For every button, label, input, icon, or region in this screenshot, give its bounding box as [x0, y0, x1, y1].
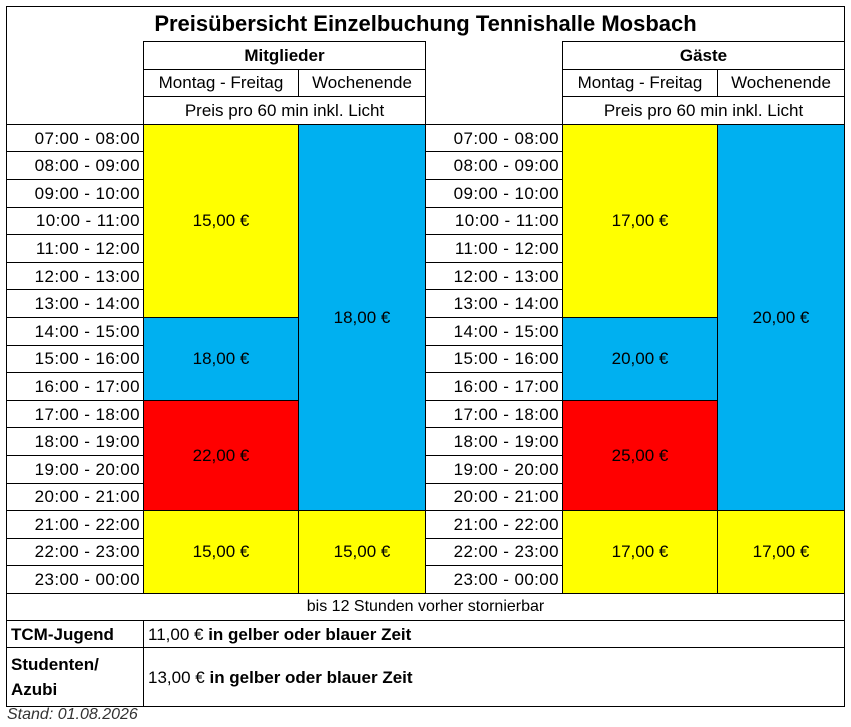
guests-price-note: Preis pro 60 min inkl. Licht [562, 96, 845, 125]
members-weekend-day-price: 18,00 € [298, 123, 426, 512]
time-slot: 11:00 - 12:00 [425, 234, 563, 263]
members-weekday-afternoon-price: 18,00 € [143, 316, 299, 401]
cancellation-note: bis 12 Stunden vorher stornierbar [6, 592, 845, 621]
time-slot: 13:00 - 14:00 [425, 289, 563, 318]
members-price-note: Preis pro 60 min inkl. Licht [143, 96, 426, 125]
time-slot: 22:00 - 23:00 [6, 537, 144, 567]
time-slot: 21:00 - 22:00 [6, 510, 144, 539]
time-slot: 17:00 - 18:00 [425, 399, 563, 429]
time-slot: 17:00 - 18:00 [6, 399, 144, 429]
corner-cell [6, 41, 144, 70]
members-weekday-evening-price: 22,00 € [143, 399, 299, 512]
corner-cell [6, 96, 144, 125]
guests-weekend-day-price: 20,00 € [717, 123, 845, 512]
time-slot: 08:00 - 09:00 [6, 151, 144, 180]
time-slot: 15:00 - 16:00 [425, 344, 563, 374]
time-slot: 18:00 - 19:00 [425, 427, 563, 456]
guests-weekday-late-price: 17,00 € [562, 510, 718, 594]
time-slot: 20:00 - 21:00 [6, 482, 144, 512]
time-slot: 07:00 - 08:00 [6, 123, 144, 153]
footer-date: Stand: 01.08.2026 [7, 706, 138, 723]
guests-weekday-morning-price: 17,00 € [562, 123, 718, 318]
members-header: Mitglieder [143, 41, 426, 70]
discount-label: Studenten/ Azubi [6, 647, 144, 708]
guests-weekend-label: Wochenende [717, 68, 845, 98]
time-slot: 08:00 - 09:00 [425, 151, 563, 180]
guests-weekend-late-price: 17,00 € [717, 510, 845, 594]
guests-weekday-label: Montag - Freitag [562, 68, 718, 98]
guests-weekday-evening-price: 25,00 € [562, 399, 718, 512]
spacer-cell [426, 69, 563, 97]
time-slot: 12:00 - 13:00 [6, 261, 144, 291]
spacer-cell [426, 42, 563, 70]
time-slot: 14:00 - 15:00 [6, 316, 144, 346]
members-weekend-late-price: 15,00 € [298, 510, 426, 594]
members-weekday-label: Montag - Freitag [143, 68, 299, 98]
discount-price: 11,00 € [148, 624, 204, 644]
time-slot: 16:00 - 17:00 [6, 372, 144, 401]
guests-weekday-afternoon-price: 20,00 € [562, 316, 718, 401]
time-slot: 22:00 - 23:00 [425, 537, 563, 567]
members-weekday-late-price: 15,00 € [143, 510, 299, 594]
page-title: Preisübersicht Einzelbuchung Tennishalle… [6, 6, 845, 42]
discount-info: 13,00 € in gelber oder blauer Zeit [143, 647, 845, 708]
time-slot: 15:00 - 16:00 [6, 344, 144, 374]
time-slot: 12:00 - 13:00 [425, 261, 563, 291]
discount-condition: in gelber oder blauer Zeit [208, 624, 412, 644]
time-slot: 09:00 - 10:00 [425, 178, 563, 208]
guests-header: Gäste [562, 41, 845, 70]
time-slot: 14:00 - 15:00 [425, 316, 563, 346]
time-slot: 10:00 - 11:00 [425, 206, 563, 236]
time-slot: 11:00 - 12:00 [6, 234, 144, 263]
time-slot: 19:00 - 20:00 [6, 454, 144, 484]
members-weekend-label: Wochenende [298, 68, 426, 98]
time-slot: 09:00 - 10:00 [6, 178, 144, 208]
time-slot: 23:00 - 00:00 [425, 565, 563, 594]
members-weekday-morning-price: 15,00 € [143, 123, 299, 318]
time-slot: 20:00 - 21:00 [425, 482, 563, 512]
price-table: Preisübersicht Einzelbuchung Tennishalle… [6, 6, 845, 708]
time-slot: 07:00 - 08:00 [425, 123, 563, 153]
discount-condition: in gelber oder blauer Zeit [209, 667, 413, 687]
time-slot: 19:00 - 20:00 [425, 454, 563, 484]
time-slot: 18:00 - 19:00 [6, 427, 144, 456]
discount-label: TCM-Jugend [6, 619, 144, 649]
discount-price: 13,00 € [148, 667, 205, 687]
discount-info: 11,00 € in gelber oder blauer Zeit [143, 619, 845, 649]
time-slot: 13:00 - 14:00 [6, 289, 144, 318]
time-slot: 21:00 - 22:00 [425, 510, 563, 539]
spacer-cell [426, 97, 563, 125]
time-slot: 23:00 - 00:00 [6, 565, 144, 594]
corner-cell [6, 69, 144, 97]
time-slot: 10:00 - 11:00 [6, 206, 144, 236]
time-slot: 16:00 - 17:00 [425, 372, 563, 401]
